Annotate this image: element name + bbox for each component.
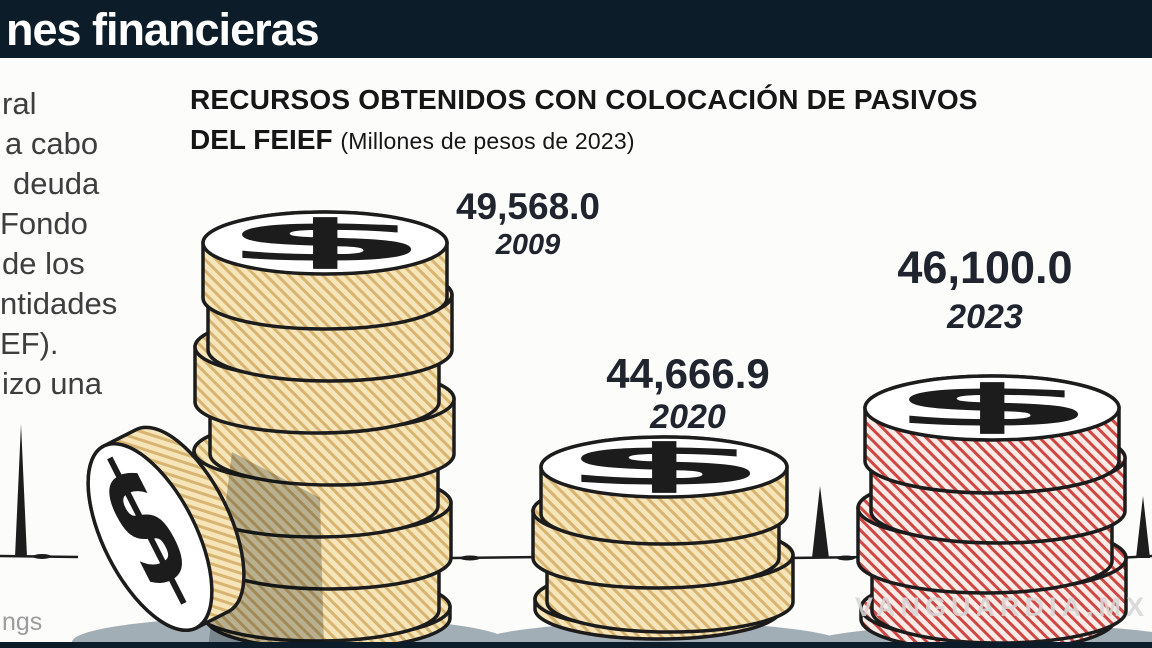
bottom-bar <box>0 642 1152 648</box>
chart-title-line2: DEL FEIEF (Millones de pesos de 2023) <box>190 124 978 156</box>
intro-line: a cabo <box>5 126 99 161</box>
value-2023: 46,100.0 <box>897 242 1073 293</box>
intro-line: EF). <box>0 326 59 361</box>
data-label-2009: 49,568.0 2009 <box>428 186 628 262</box>
tilted-coin-face <box>86 441 214 633</box>
coin-stack-2020: $ <box>531 432 795 641</box>
value-2009: 49,568.0 <box>455 186 601 227</box>
dollar-sign-icon: $ <box>557 432 771 498</box>
intro-text-fragment: ral a cabo deuda Fondo de los ntidades E… <box>0 84 190 404</box>
intro-line: Fondo <box>0 206 88 241</box>
intro-line: ral <box>2 86 37 121</box>
coin-face <box>201 210 449 276</box>
chart-subtitle: (Millones de pesos de 2023) <box>340 128 635 154</box>
year-2020: 2020 <box>650 398 726 436</box>
value-2020: 44,666.9 <box>606 350 770 397</box>
intro-line: de los <box>2 246 85 281</box>
page-title: nes financieras <box>6 4 320 55</box>
chart-title: RECURSOS OBTENIDOS CON COLOCACIÓN DE PAS… <box>190 84 978 156</box>
year-2023: 2023 <box>947 298 1023 336</box>
dollar-sign-icon: $ <box>218 208 432 274</box>
source-credit-fragment: ngs <box>2 608 43 636</box>
intro-line: izo una <box>2 366 102 401</box>
dollar-sign-icon: $ <box>885 373 1099 439</box>
header-bar: nes financieras <box>0 0 1152 58</box>
chart-title-line1: RECURSOS OBTENIDOS CON COLOCACIÓN DE PAS… <box>190 84 978 115</box>
coin-face <box>863 374 1121 442</box>
chart-title-bold: DEL FEIEF <box>190 124 333 155</box>
intro-line: deuda <box>13 166 100 201</box>
year-2009: 2009 <box>495 229 561 261</box>
coin-stack-2023: $ <box>856 373 1128 648</box>
data-label-2023: 46,100.0 2023 <box>868 242 1102 337</box>
intro-line: ntidades <box>0 286 118 321</box>
coin-face <box>539 435 789 499</box>
watermark: VANGUARDIA.MX <box>855 592 1149 622</box>
data-label-2020: 44,666.9 2020 <box>568 350 808 437</box>
tilted-coin: $ <box>73 419 246 633</box>
ground-marks <box>15 424 1150 561</box>
